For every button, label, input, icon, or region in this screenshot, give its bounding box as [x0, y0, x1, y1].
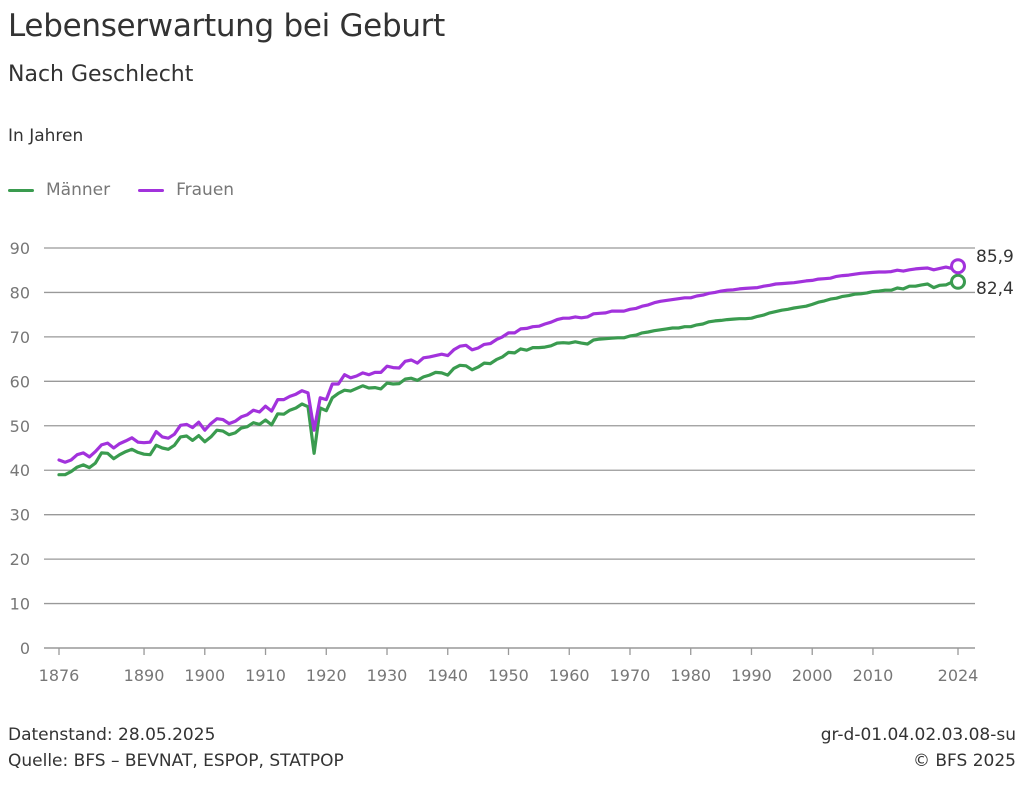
y-tick-label: 80: [10, 283, 30, 302]
x-tick-label: 1990: [731, 666, 772, 685]
y-tick-label: 70: [10, 328, 30, 347]
x-tick-label: 2010: [853, 666, 894, 685]
chart-code: gr-d-01.04.02.03.08-su: [820, 725, 1016, 745]
footer-source: Datenstand: 28.05.2025 Quelle: BFS – BEV…: [8, 722, 344, 774]
x-tick-label: 2000: [792, 666, 833, 685]
copyright-text: © BFS 2025: [912, 751, 1016, 771]
x-tick-label: 1890: [124, 666, 165, 685]
y-tick-label: 20: [10, 550, 30, 569]
legend-item-frauen[interactable]: Frauen: [138, 180, 234, 200]
x-tick-label: 2024: [938, 666, 979, 685]
x-axis: 1876 1890 1900 1910 1920 1930 1940 1950 1960 1970…: [39, 648, 979, 685]
legend: Männer Frauen: [8, 180, 234, 200]
line-swatch-icon: [8, 188, 34, 192]
data-status-text: Datenstand: 28.05.2025: [8, 725, 216, 745]
x-tick-label: 1900: [184, 666, 225, 685]
end-value-labels: 85,9 82,4: [976, 247, 1014, 299]
chart-subtitle: Nach Geschlecht: [8, 62, 194, 87]
y-tick-label: 50: [10, 417, 30, 436]
legend-label: Frauen: [176, 180, 235, 200]
y-axis-unit-label: In Jahren: [8, 126, 84, 146]
line-swatch-icon: [138, 188, 165, 192]
x-tick-label: 1910: [245, 666, 286, 685]
y-tick-label: 10: [10, 595, 30, 614]
x-tick-label: 1950: [488, 666, 529, 685]
y-tick-label: 40: [10, 461, 30, 480]
end-value-label: 85,9: [976, 247, 1014, 267]
data-series: [57, 258, 966, 477]
source-text: Quelle: BFS – BEVNAT, ESPOP, STATPOP: [8, 751, 344, 771]
gridlines: [44, 247, 975, 649]
legend-label: Männer: [46, 180, 111, 200]
series-line-maenner[interactable]: [57, 280, 960, 477]
chart-title: Lebenserwartung bei Geburt: [8, 8, 445, 44]
y-tick-label: 30: [10, 506, 30, 525]
endpoint-marker-icon[interactable]: [950, 273, 966, 290]
x-tick-label: 1876: [39, 666, 80, 685]
legend-item-maenner[interactable]: Männer: [8, 180, 110, 200]
series-line-frauen[interactable]: [57, 264, 960, 464]
x-tick-label: 1960: [549, 666, 590, 685]
endpoint-marker-icon[interactable]: [950, 258, 966, 275]
footer-meta: gr-d-01.04.02.03.08-su © BFS 2025: [821, 722, 1016, 774]
y-axis: 0 10 20 30 40 50 60 70 80 90: [10, 239, 30, 658]
x-tick-label: 1970: [610, 666, 651, 685]
x-tick-label: 1920: [306, 666, 347, 685]
x-tick-label: 1940: [427, 666, 468, 685]
x-tick-label: 1930: [367, 666, 408, 685]
x-tick-label: 1980: [670, 666, 711, 685]
y-tick-label: 0: [20, 639, 30, 658]
end-value-label: 82,4: [976, 279, 1014, 299]
y-tick-label: 60: [10, 372, 30, 391]
y-tick-label: 90: [10, 239, 30, 258]
